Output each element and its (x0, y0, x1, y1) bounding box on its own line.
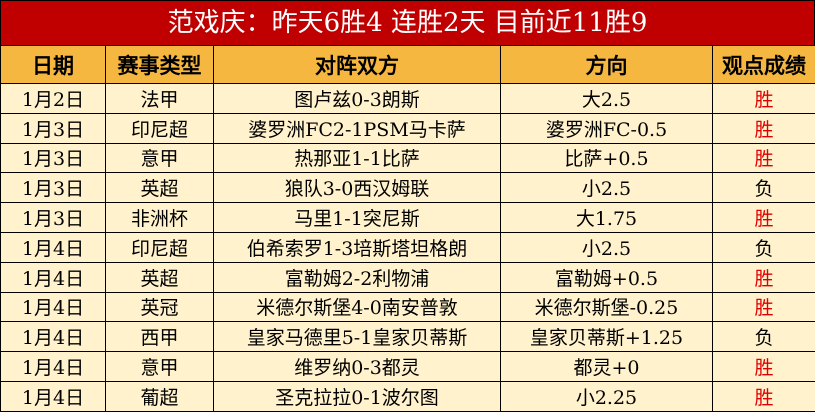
cell-result: 负 (712, 172, 815, 204)
cell-league: 西甲 (105, 321, 214, 353)
cell-result: 胜 (712, 112, 815, 144)
cell-match: 伯希索罗1-3培斯塔坦格朗 (213, 231, 501, 263)
column-header: 日期 (0, 45, 106, 84)
cell-direction: 比萨+0.5 (500, 142, 713, 174)
cell-date: 1月3日 (0, 172, 106, 204)
cell-result: 胜 (712, 142, 815, 174)
cell-direction: 婆罗洲FC-0.5 (500, 112, 713, 144)
cell-result: 负 (712, 231, 815, 263)
cell-match: 富勒姆2-2利物浦 (213, 261, 501, 293)
cell-match: 圣克拉拉0-1波尔图 (213, 380, 501, 412)
cell-league: 印尼超 (105, 112, 214, 144)
cell-direction: 大2.5 (500, 83, 713, 114)
cell-date: 1月4日 (0, 351, 106, 382)
cell-date: 1月4日 (0, 231, 106, 263)
cell-match: 图卢兹0-3朗斯 (213, 83, 501, 114)
cell-result: 胜 (712, 202, 815, 233)
cell-result: 胜 (712, 261, 815, 293)
table-row: 1月3日 非洲杯 马里1-1突尼斯 大1.75 胜 (0, 202, 815, 233)
cell-date: 1月3日 (0, 112, 106, 144)
cell-league: 英超 (105, 261, 214, 293)
cell-date: 1月4日 (0, 291, 106, 323)
table-row: 1月3日 意甲 热那亚1-1比萨 比萨+0.5 胜 (0, 142, 815, 174)
cell-league: 葡超 (105, 380, 214, 412)
cell-date: 1月4日 (0, 380, 106, 412)
column-header: 对阵双方 (213, 45, 501, 84)
cell-date: 1月4日 (0, 261, 106, 293)
cell-date: 1月2日 (0, 83, 106, 114)
cell-date: 1月3日 (0, 142, 106, 174)
cell-league: 意甲 (105, 142, 214, 174)
cell-direction: 米德尔斯堡-0.25 (500, 291, 713, 323)
cell-direction: 小2.5 (500, 172, 713, 204)
table-row: 1月4日 西甲 皇家马德里5-1皇家贝蒂斯 皇家贝蒂斯+1.25 负 (0, 321, 815, 353)
cell-league: 非洲杯 (105, 202, 214, 233)
cell-result: 胜 (712, 380, 815, 412)
cell-direction: 富勒姆+0.5 (500, 261, 713, 293)
cell-date: 1月4日 (0, 321, 106, 353)
table-row: 1月4日 意甲 维罗纳0-3都灵 都灵+0 胜 (0, 351, 815, 382)
cell-league: 法甲 (105, 83, 214, 114)
column-header: 方向 (500, 45, 713, 84)
table-row: 1月4日 英超 富勒姆2-2利物浦 富勒姆+0.5 胜 (0, 261, 815, 293)
cell-league: 英超 (105, 172, 214, 204)
table-row: 1月4日 葡超 圣克拉拉0-1波尔图 小2.25 胜 (0, 380, 815, 412)
cell-result: 负 (712, 321, 815, 353)
cell-league: 英冠 (105, 291, 214, 323)
results-table: 日期 赛事类型 对阵双方 方向 观点成绩 1月2日 法甲 图卢兹0-3朗斯 大2.5 胜 1月3日… (0, 45, 815, 412)
table-row: 1月4日 英冠 米德尔斯堡4-0南安普敦 米德尔斯堡-0.25 胜 (0, 291, 815, 323)
cell-date: 1月3日 (0, 202, 106, 233)
cell-match: 皇家马德里5-1皇家贝蒂斯 (213, 321, 501, 353)
column-header: 观点成绩 (712, 45, 815, 84)
cell-result: 胜 (712, 351, 815, 382)
cell-direction: 小2.25 (500, 380, 713, 412)
cell-direction: 皇家贝蒂斯+1.25 (500, 321, 713, 353)
cell-direction: 小2.5 (500, 231, 713, 263)
table-row: 1月3日 印尼超 婆罗洲FC2-1PSM马卡萨 婆罗洲FC-0.5 胜 (0, 112, 815, 144)
cell-match: 狼队3-0西汉姆联 (213, 172, 501, 204)
cell-direction: 大1.75 (500, 202, 713, 233)
cell-match: 米德尔斯堡4-0南安普敦 (213, 291, 501, 323)
cell-result: 胜 (712, 291, 815, 323)
header-row: 日期 赛事类型 对阵双方 方向 观点成绩 (0, 45, 815, 84)
cell-direction: 都灵+0 (500, 351, 713, 382)
cell-match: 维罗纳0-3都灵 (213, 351, 501, 382)
cell-match: 马里1-1突尼斯 (213, 202, 501, 233)
table-row: 1月3日 英超 狼队3-0西汉姆联 小2.5 负 (0, 172, 815, 204)
table-row: 1月4日 印尼超 伯希索罗1-3培斯塔坦格朗 小2.5 负 (0, 231, 815, 263)
cell-match: 热那亚1-1比萨 (213, 142, 501, 174)
cell-result: 胜 (712, 83, 815, 114)
title-bar: 范戏庆：昨天6胜4 连胜2天 目前近11胜9 (0, 0, 815, 45)
table-body: 1月2日 法甲 图卢兹0-3朗斯 大2.5 胜 1月3日 印尼超 婆罗洲FC2-1PSM马卡萨… (0, 83, 815, 412)
cell-league: 意甲 (105, 351, 214, 382)
cell-league: 印尼超 (105, 231, 214, 263)
cell-match: 婆罗洲FC2-1PSM马卡萨 (213, 112, 501, 144)
column-header: 赛事类型 (105, 45, 214, 84)
table-row: 1月2日 法甲 图卢兹0-3朗斯 大2.5 胜 (0, 83, 815, 114)
